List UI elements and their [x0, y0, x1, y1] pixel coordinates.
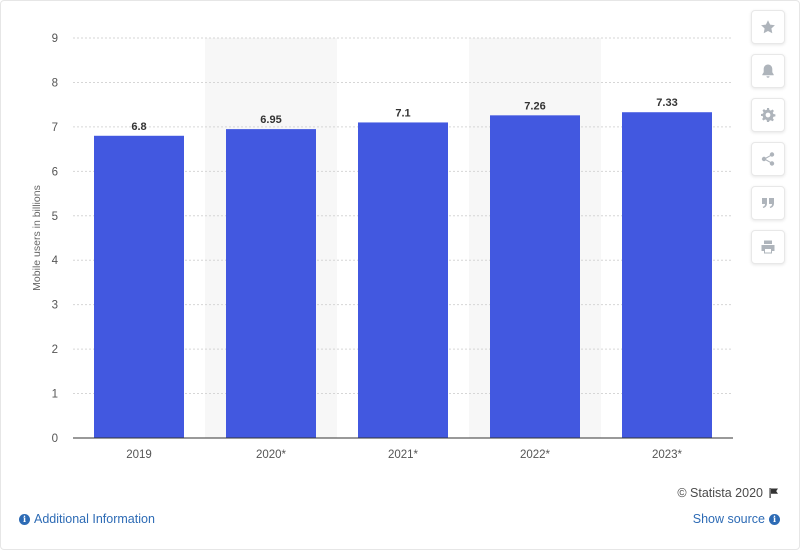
share-button[interactable]: [751, 142, 785, 176]
y-tick-label: 0: [52, 433, 58, 445]
bar-value-label: 7.33: [656, 97, 677, 109]
x-axis-ticks: 2019 2020* 2021* 2022* 2023*: [126, 449, 682, 461]
x-tick-label: 2019: [126, 449, 152, 461]
show-source-label: Show source: [692, 512, 765, 526]
y-tick-label: 2: [52, 344, 58, 356]
copyright-text: © Statista 2020: [677, 486, 763, 500]
y-tick-label: 6: [52, 166, 58, 178]
share-icon: [761, 152, 775, 166]
y-axis-ticks: 0 1 2 3 4 5 6 7 8 9: [52, 33, 59, 445]
info-icon: i: [19, 513, 30, 525]
chart-toolbar: [751, 10, 785, 274]
flag-icon[interactable]: [768, 487, 780, 499]
bar[interactable]: [490, 115, 580, 438]
quote-icon: [762, 198, 774, 208]
y-tick-label: 4: [52, 255, 59, 267]
x-tick-label: 2023*: [652, 449, 683, 461]
x-tick-label: 2021*: [388, 449, 419, 461]
bar-value-label: 6.8: [131, 121, 146, 133]
y-axis-title: Mobile users in billions: [31, 185, 43, 291]
favorite-button[interactable]: [751, 10, 785, 44]
y-tick-label: 3: [52, 300, 58, 312]
y-tick-label: 1: [52, 389, 58, 401]
additional-information-link[interactable]: i Additional Information: [19, 512, 155, 526]
y-tick-label: 7: [52, 122, 58, 134]
star-icon: [761, 20, 775, 34]
copyright-notice: © Statista 2020: [677, 486, 780, 500]
show-source-link[interactable]: Show source i: [693, 512, 780, 526]
print-icon: [761, 240, 775, 254]
bar-value-label: 7.26: [524, 100, 545, 112]
value-labels: 6.8 6.95 7.1 7.26 7.33: [131, 97, 677, 133]
x-tick-label: 2020*: [256, 449, 287, 461]
bar-value-label: 6.95: [260, 114, 281, 126]
x-tick-label: 2022*: [520, 449, 551, 461]
cite-button[interactable]: [751, 186, 785, 220]
gear-icon: [761, 108, 776, 122]
bar[interactable]: [358, 122, 448, 438]
notification-button[interactable]: [751, 54, 785, 88]
y-tick-label: 9: [52, 33, 58, 45]
bar-value-label: 7.1: [395, 107, 410, 119]
bar[interactable]: [226, 129, 316, 438]
bell-icon: [762, 64, 774, 78]
bar[interactable]: [94, 135, 184, 438]
additional-information-label: Additional Information: [34, 512, 155, 526]
y-tick-label: 5: [52, 211, 58, 223]
print-button[interactable]: [751, 230, 785, 264]
info-icon: i: [769, 513, 780, 525]
settings-button[interactable]: [751, 98, 785, 132]
bar[interactable]: [622, 112, 712, 438]
y-tick-label: 8: [52, 77, 58, 89]
bars: [94, 112, 712, 438]
